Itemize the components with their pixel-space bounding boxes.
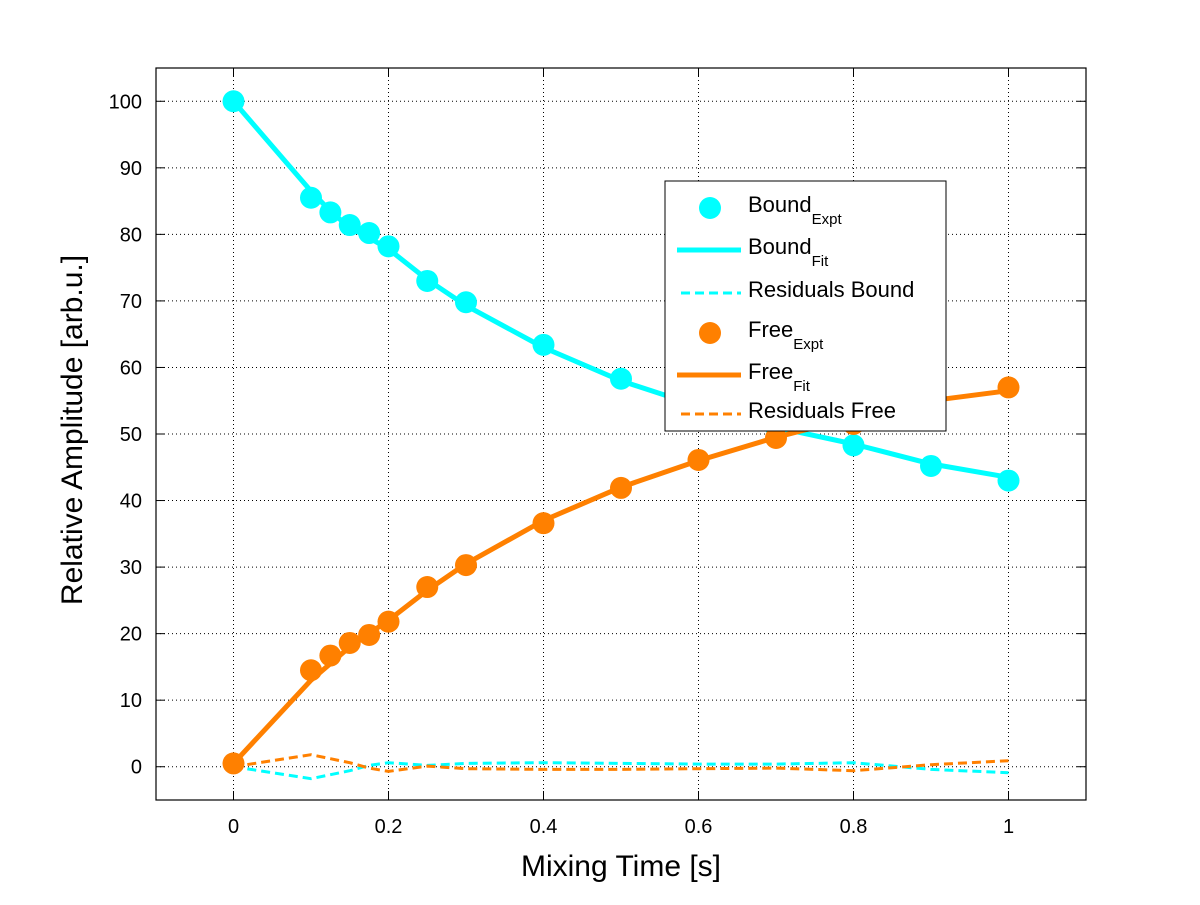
legend-marker-bound-expt [699,197,721,219]
y-tick-label: 10 [120,690,142,712]
free-expt-point [300,659,322,682]
x-axis-label: Mixing Time [s] [521,850,721,883]
x-tick-label: 0.6 [685,816,713,838]
residuals-free-line [233,753,1009,773]
free-expt-point [416,576,439,599]
bound-expt-point [300,186,322,209]
legend-label-residuals-free: Residuals Free [748,398,896,423]
bound-expt-point [610,367,632,390]
x-tick-label: 0 [228,816,239,838]
bound-expt-point [455,291,477,314]
free-expt-point [455,554,477,577]
y-axis-label: Relative Amplitude [arb.u.] [56,255,89,605]
y-tick-label: 20 [120,624,142,646]
bound-expt-point [222,90,245,113]
bound-expt-point [920,454,942,477]
y-tick-label: 90 [120,158,142,180]
legend-subscript: Fit [793,378,810,395]
x-tick-label: 0.8 [840,816,868,838]
free-expt-point [222,752,245,775]
bound-expt-point [997,469,1020,492]
free-expt-point [532,512,555,535]
y-tick-label: 100 [109,91,142,113]
legend-subscript: Fit [812,253,829,270]
free-expt-point [358,623,381,646]
legend-subscript: Expt [812,211,843,228]
free-expt-point [319,644,342,667]
bound-expt-point [319,201,342,224]
free-expt-point [610,476,632,499]
y-tick-label: 30 [120,557,142,579]
bound-expt-point [532,333,555,356]
legend-marker-free-expt [699,322,721,344]
free-expt-point [997,376,1020,399]
y-tick-label: 50 [120,424,142,446]
bound-expt-point [377,235,400,258]
x-tick-label: 0.2 [375,816,403,838]
free-expt-point [377,610,400,633]
legend-subscript: Expt [793,336,824,353]
legend-box [664,180,947,432]
free-expt-point [765,426,787,449]
x-tick-label: 0.4 [530,816,558,838]
y-tick-label: 80 [120,224,142,246]
y-tick-label: 70 [120,291,142,313]
y-tick-label: 40 [120,491,142,513]
residuals-bound-line [233,761,1009,781]
y-tick-label: 0 [131,757,142,779]
bound-expt-point [358,222,381,245]
grid [156,68,1086,800]
free-expt-point [338,631,361,654]
free-expt-point [687,448,710,471]
x-tick-label: 1 [1003,816,1014,838]
y-tick-label: 60 [120,357,142,379]
bound-expt-point [416,269,439,292]
bound-expt-point [842,434,865,457]
bound-expt-point [338,214,361,237]
legend-label-residuals-bound: Residuals Bound [748,277,914,302]
